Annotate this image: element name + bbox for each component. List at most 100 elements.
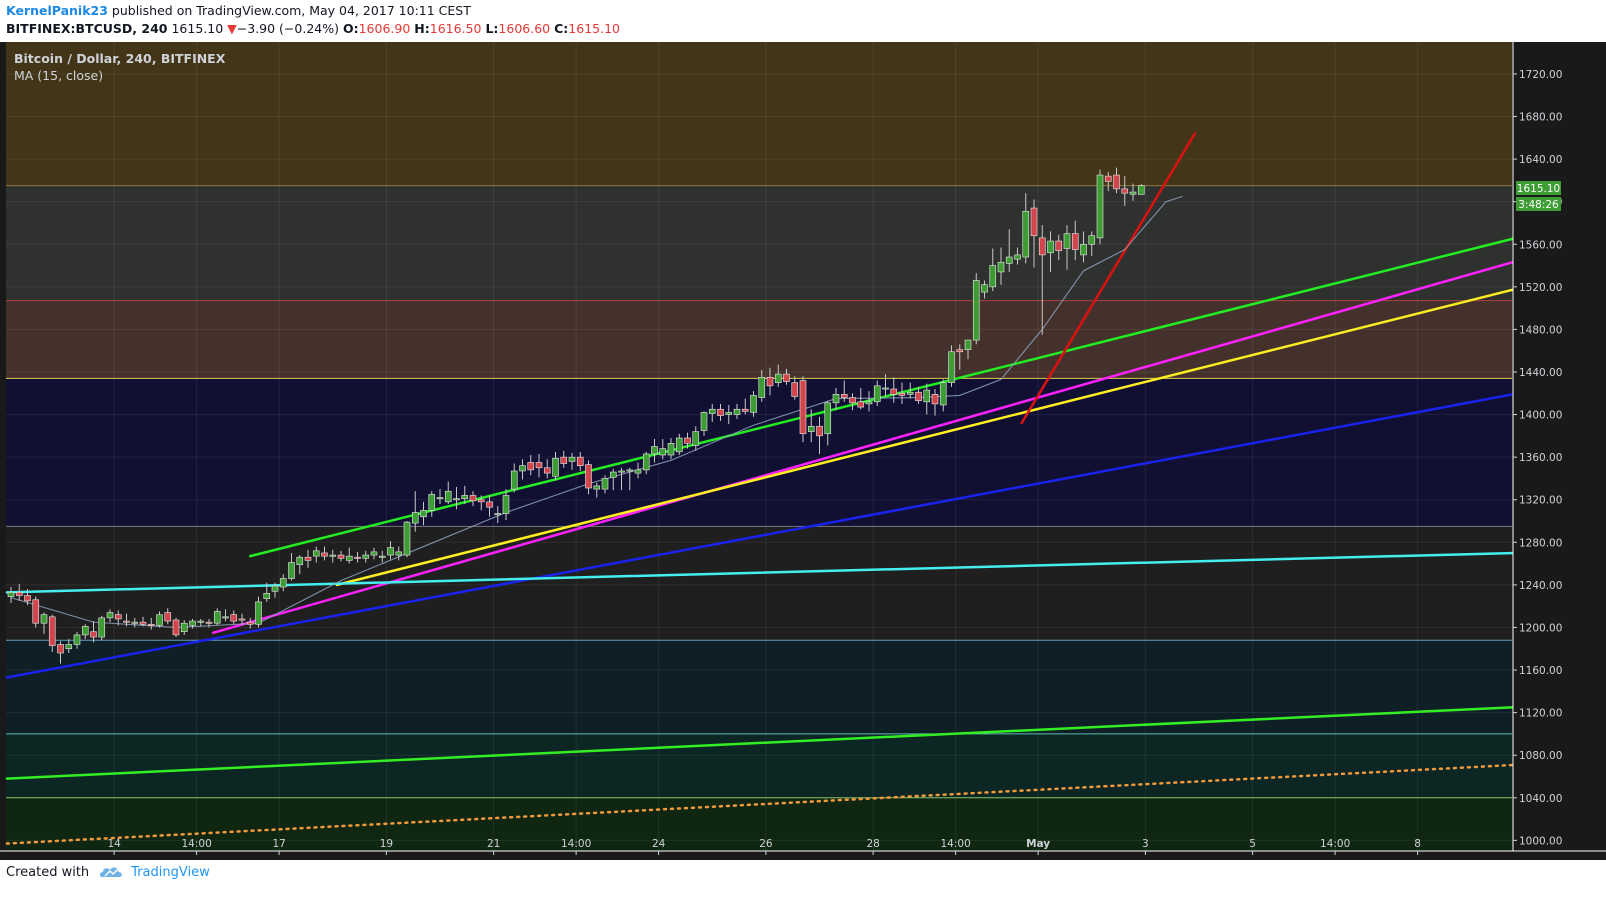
candle-body xyxy=(246,621,254,625)
candle-body xyxy=(279,578,287,588)
price-band xyxy=(6,185,1512,301)
candle-body xyxy=(651,446,658,455)
last-price-label: 1615.10 3:48:26 xyxy=(1516,181,1561,211)
created-with-text: Created with xyxy=(6,864,90,880)
green-support-line[interactable] xyxy=(5,703,1560,780)
candle-body xyxy=(461,495,469,499)
candle xyxy=(296,555,304,575)
candle-body xyxy=(931,394,939,405)
candle-body xyxy=(139,621,147,625)
tradingview-link[interactable]: TradingView xyxy=(131,864,210,880)
time-tick-label: 14:00 xyxy=(181,838,211,850)
candle xyxy=(725,404,733,425)
candle-body xyxy=(32,599,40,624)
candle-body xyxy=(428,494,436,511)
candle-body xyxy=(48,616,56,646)
price-tick-label: 1640.00 xyxy=(1519,154,1562,166)
candle xyxy=(915,386,922,404)
candle xyxy=(692,426,700,451)
candle-body xyxy=(436,497,444,500)
candle xyxy=(552,451,559,481)
candle-body xyxy=(180,622,188,633)
price-band xyxy=(6,300,1512,379)
price-tick-label: 1120.00 xyxy=(1519,708,1562,720)
candle-body xyxy=(1014,254,1021,260)
candle-body xyxy=(725,412,733,415)
candle xyxy=(1088,231,1096,256)
candle-body xyxy=(57,644,64,654)
candle-body xyxy=(560,456,568,464)
candle-body xyxy=(502,495,510,514)
time-tick-label: 14:00 xyxy=(561,838,591,850)
candle-body xyxy=(832,394,840,404)
time-tick-label: 5 xyxy=(1249,838,1256,850)
candle xyxy=(816,416,823,454)
time-tick-label: 19 xyxy=(380,838,393,850)
candle-body xyxy=(238,618,246,621)
candle xyxy=(601,475,609,494)
candle-body xyxy=(799,380,807,435)
candle-body xyxy=(40,614,48,624)
candle xyxy=(114,610,122,626)
candle-body xyxy=(964,339,972,350)
price-tick-label: 1240.00 xyxy=(1519,580,1562,592)
red-steep-line[interactable] xyxy=(1020,132,1197,425)
candle-body xyxy=(849,397,856,404)
candle-body xyxy=(395,551,403,556)
candle-body xyxy=(774,373,782,383)
magenta-channel-line[interactable] xyxy=(211,250,1551,635)
price-band xyxy=(6,42,1512,186)
candle xyxy=(57,641,64,664)
blue-trend-line[interactable] xyxy=(5,384,1560,679)
candle xyxy=(90,621,97,643)
time-axis[interactable]: 14 14:00 17 19 21 14:00 24 26 28 14:00 May 3 5 14:00 8 xyxy=(107,838,1421,855)
candle xyxy=(255,596,262,628)
price-tick-label: 1440.00 xyxy=(1519,367,1562,379)
candle-body xyxy=(156,614,163,626)
candle-body xyxy=(1137,185,1145,195)
candle xyxy=(956,344,964,370)
candle xyxy=(263,582,271,602)
candle-body xyxy=(824,402,832,435)
candle-body xyxy=(362,554,370,559)
orange-dotted-line[interactable] xyxy=(5,761,1560,845)
candle xyxy=(1080,231,1087,263)
candle xyxy=(1014,247,1021,265)
candle xyxy=(238,613,246,625)
price-tick-label: 1200.00 xyxy=(1519,622,1562,634)
last-price-tag: 1615.10 xyxy=(1517,183,1560,195)
price-axis-panel[interactable] xyxy=(1513,42,1606,860)
candle-body xyxy=(700,412,708,431)
candle-body xyxy=(816,425,823,437)
candle xyxy=(304,549,312,568)
candle-body xyxy=(601,478,609,490)
candle-body xyxy=(1038,237,1046,256)
candle xyxy=(1047,231,1054,272)
price-tick-label: 1520.00 xyxy=(1519,282,1562,294)
author-name[interactable]: KernelPanik23 xyxy=(6,3,108,18)
candle-body xyxy=(750,395,757,413)
trend-lines[interactable] xyxy=(5,132,1560,845)
candle xyxy=(65,639,73,654)
price-tick-label: 1160.00 xyxy=(1519,665,1562,677)
time-tick-label: May xyxy=(1026,838,1050,850)
candle-body xyxy=(1047,240,1054,254)
cyan-trend-line[interactable] xyxy=(5,550,1560,594)
candle xyxy=(98,615,106,641)
low-label: L: xyxy=(485,21,499,36)
candle xyxy=(189,618,196,629)
candle-body xyxy=(807,425,815,432)
candle xyxy=(717,403,724,421)
candle-body xyxy=(667,443,675,456)
price-band xyxy=(6,797,1512,851)
candle-body xyxy=(1088,235,1096,245)
candle xyxy=(131,617,139,628)
yellow-channel-line[interactable] xyxy=(335,279,1551,587)
candle-body xyxy=(288,562,295,579)
candle-body xyxy=(1121,188,1129,194)
candle-body xyxy=(576,456,584,466)
candle-body xyxy=(147,623,155,626)
price-chart[interactable]: 1000.00 1040.00 1080.00 1120.00 1160.00 1200.… xyxy=(0,0,1606,860)
green-channel-line[interactable] xyxy=(249,233,1531,558)
candle xyxy=(510,463,518,493)
